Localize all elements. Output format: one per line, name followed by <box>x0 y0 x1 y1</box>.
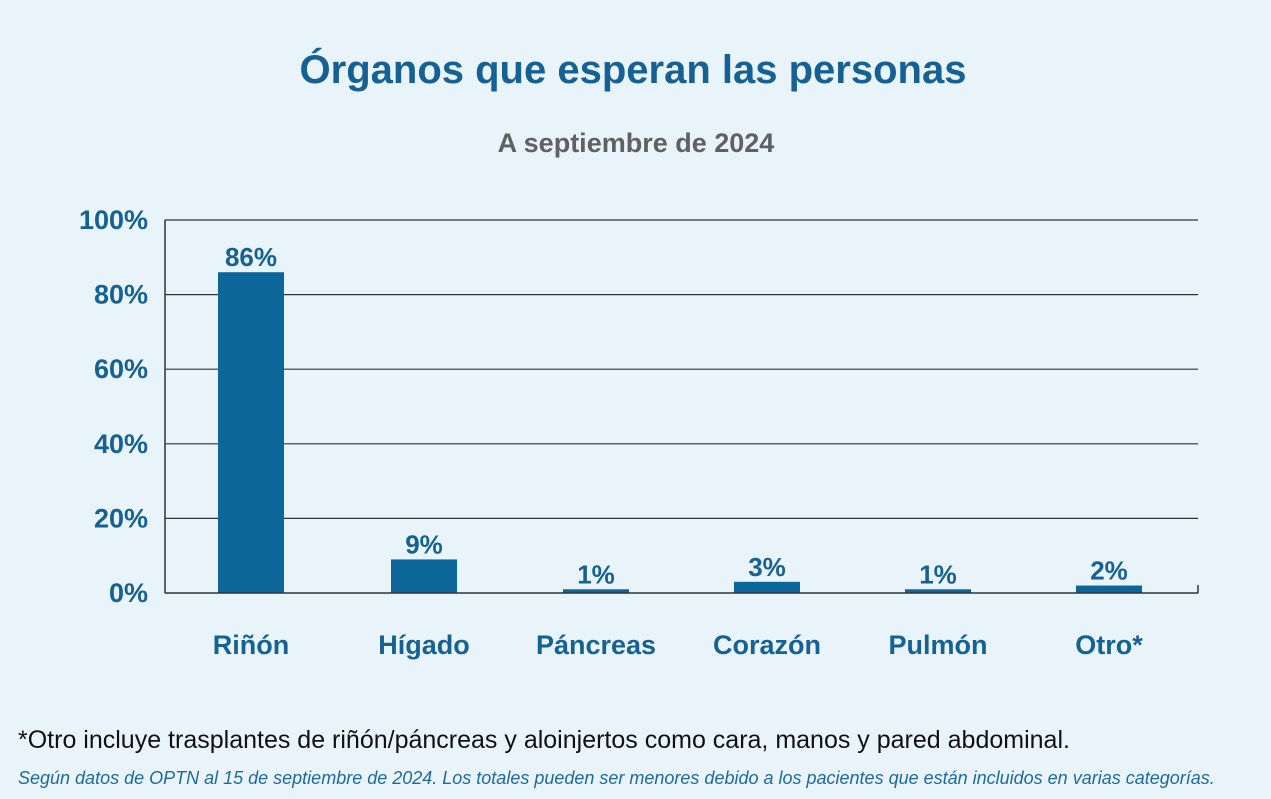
y-tick-label: 80% <box>94 280 148 310</box>
bar <box>734 581 800 593</box>
category-label: Riñón <box>213 630 289 660</box>
y-axis-ticks: 0% 20% 40% 60% 80% 100% <box>79 205 148 608</box>
value-label: 2% <box>1090 556 1128 586</box>
bar <box>391 559 457 593</box>
category-label: Hígado <box>378 630 470 660</box>
gridlines <box>165 219 1198 520</box>
value-label: 1% <box>919 559 957 589</box>
category-label: Otro* <box>1075 630 1143 660</box>
source-note: Según datos de OPTN al 15 de septiembre … <box>18 768 1215 788</box>
bar <box>563 589 629 593</box>
value-label: 1% <box>577 559 615 589</box>
category-label: Pulmón <box>889 630 988 660</box>
bar <box>218 272 284 593</box>
chart-subtitle: A septiembre de 2024 <box>497 128 775 158</box>
bar <box>1076 585 1142 593</box>
y-tick-label: 20% <box>94 503 148 533</box>
bar <box>905 589 971 593</box>
y-tick-label: 0% <box>109 578 148 608</box>
chart-title: Órganos que esperan las personas <box>299 48 967 92</box>
bar-chart: 0% 20% 40% 60% 80% 100% 86% 9% 1% 3% 1% 2% Riñón Hí… <box>79 205 1199 660</box>
category-label: Corazón <box>713 630 821 660</box>
value-labels: 86% 9% 1% 3% 1% 2% <box>225 242 1128 589</box>
axes <box>164 220 1199 594</box>
y-tick-label: 40% <box>94 429 148 459</box>
footnote: *Otro incluye trasplantes de riñón/páncr… <box>18 726 1070 754</box>
bars <box>218 272 1142 593</box>
y-tick-label: 100% <box>79 205 148 235</box>
category-label: Páncreas <box>536 630 656 660</box>
value-label: 9% <box>405 529 443 559</box>
y-tick-label: 60% <box>94 354 148 384</box>
value-label: 86% <box>225 242 277 272</box>
category-labels: Riñón Hígado Páncreas Corazón Pulmón Otro* <box>213 630 1143 660</box>
value-label: 3% <box>748 552 786 582</box>
